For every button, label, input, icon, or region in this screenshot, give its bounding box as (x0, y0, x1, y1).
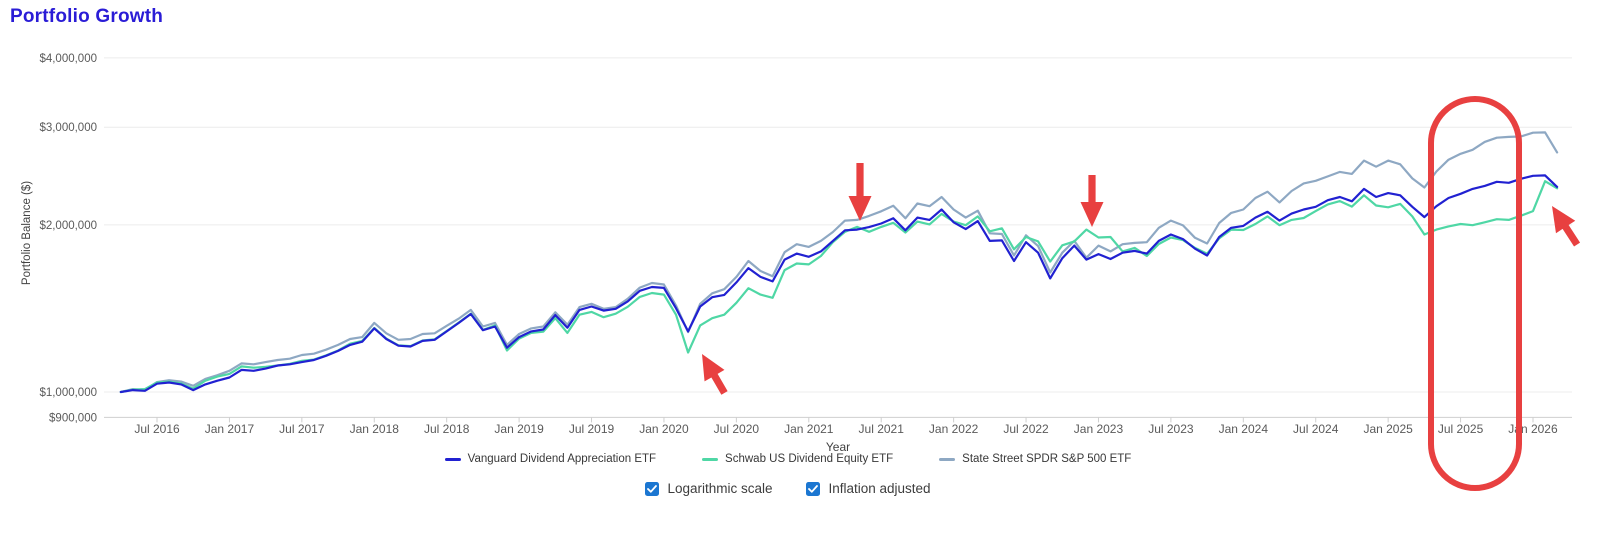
annotation-arrow (1552, 206, 1581, 247)
series-line-vanguard-dividend-appreciation-etf (119, 174, 1559, 394)
y-tick-label: $4,000,000 (39, 53, 97, 65)
legend-item-schwab-us-dividend-equity-etf: Schwab US Dividend Equity ETF (702, 453, 893, 465)
legend-label: State Street SPDR S&P 500 ETF (962, 453, 1132, 465)
x-tick-label: Jul 2019 (569, 422, 615, 436)
annotation-arrow (848, 163, 872, 221)
x-tick-label: Jul 2022 (1003, 422, 1049, 436)
annotation-arrow (1080, 175, 1104, 227)
x-tick-label: Jan 2020 (639, 422, 689, 436)
x-tick-label: Jan 2018 (350, 422, 400, 436)
chart-options: Logarithmic scale Inflation adjusted (0, 481, 1576, 496)
legend-line-swatch (702, 457, 719, 461)
checkbox-label: Logarithmic scale (667, 481, 773, 496)
legend-item-state-street-spdr-s-p-500-etf: State Street SPDR S&P 500 ETF (939, 453, 1131, 465)
chart-legend: Vanguard Dividend Appreciation ETF Schwab… (0, 453, 1576, 465)
x-tick-label: Jan 2026 (1508, 422, 1558, 436)
legend-line-swatch (939, 457, 956, 461)
x-tick-label: Jan 2019 (494, 422, 544, 436)
x-tick-label: Jul 2023 (1148, 422, 1194, 436)
x-tick-label: Jan 2023 (1074, 422, 1124, 436)
checkbox-check-icon[interactable] (806, 481, 821, 496)
checkbox-label: Inflation adjusted (828, 481, 931, 496)
checkbox-inflation-adjusted[interactable]: Inflation adjusted (806, 481, 931, 496)
y-tick-label: $2,000,000 (39, 220, 97, 232)
legend-item-vanguard-dividend-appreciation-etf: Vanguard Dividend Appreciation ETF (444, 453, 657, 465)
annotation-arrow (702, 354, 728, 395)
x-tick-label: Jan 2024 (1219, 422, 1269, 436)
legend-line-swatch (444, 457, 461, 461)
y-tick-label: $3,000,000 (39, 122, 97, 134)
y-tick-label: $1,000,000 (39, 387, 97, 399)
y-tick-label: $900,000 (49, 412, 97, 424)
x-tick-label: Jan 2021 (784, 422, 834, 436)
y-axis-title: Portfolio Balance ($) (21, 180, 33, 286)
legend-label: Schwab US Dividend Equity ETF (725, 453, 894, 465)
x-tick-label: Jul 2018 (424, 422, 470, 436)
x-tick-label: Jan 2025 (1363, 422, 1413, 436)
checkbox-logarithmic-scale[interactable]: Logarithmic scale (645, 481, 772, 496)
x-tick-label: Jan 2022 (929, 422, 979, 436)
series-line-schwab-us-dividend-equity-etf (119, 180, 1559, 394)
x-tick-label: Jul 2016 (134, 422, 180, 436)
annotation-oval (1428, 96, 1522, 491)
x-axis-title: Year (825, 440, 851, 454)
x-tick-label: Jul 2025 (1438, 422, 1484, 436)
page-title: Portfolio Growth (10, 6, 164, 27)
x-tick-label: Jul 2021 (859, 422, 905, 436)
series-line-state-street-spdr-s-p-500-etf (119, 131, 1559, 394)
x-tick-label: Jul 2017 (279, 422, 325, 436)
x-tick-label: Jan 2017 (205, 422, 255, 436)
x-tick-label: Jul 2024 (1293, 422, 1339, 436)
x-tick-label: Jul 2020 (714, 422, 760, 436)
checkbox-check-icon[interactable] (645, 481, 660, 496)
legend-label: Vanguard Dividend Appreciation ETF (467, 453, 657, 465)
